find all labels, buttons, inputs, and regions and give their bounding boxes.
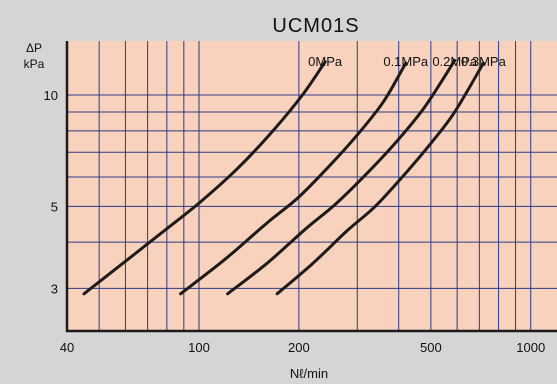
y-tick-label: 5 <box>51 199 58 214</box>
series-label-1: 0.1MPa <box>383 54 429 69</box>
x-tick-label: 40 <box>60 340 74 355</box>
grid <box>67 41 557 331</box>
series-line-0 <box>82 60 327 296</box>
x-tick-label: 100 <box>188 340 210 355</box>
series-label-2: 0.2MPa <box>432 54 478 69</box>
curves <box>82 58 485 296</box>
y-tick-label: 10 <box>44 88 58 103</box>
series-label-3: 0.3MPa <box>461 54 507 69</box>
x-tick-label: 200 <box>288 340 310 355</box>
series-line-3 <box>275 61 485 296</box>
y-tick-labels: 3 5 10 <box>44 88 58 296</box>
series-label-0: 0MPa <box>308 54 343 69</box>
y-axis-label: ΔP <box>26 41 42 55</box>
plot-frame <box>65 41 557 333</box>
chart-title: UCM01S <box>272 15 359 37</box>
series-line-1 <box>179 61 408 296</box>
y-tick-label: 3 <box>51 281 58 296</box>
series-line-2 <box>226 58 457 296</box>
x-tick-label: 1000 <box>516 340 545 355</box>
x-tick-label: 500 <box>420 340 442 355</box>
x-axis-label: Nℓ/min <box>290 366 328 381</box>
y-axis-unit: kPa <box>24 57 45 71</box>
x-tick-labels: 40 100 200 500 1000 <box>60 340 545 355</box>
